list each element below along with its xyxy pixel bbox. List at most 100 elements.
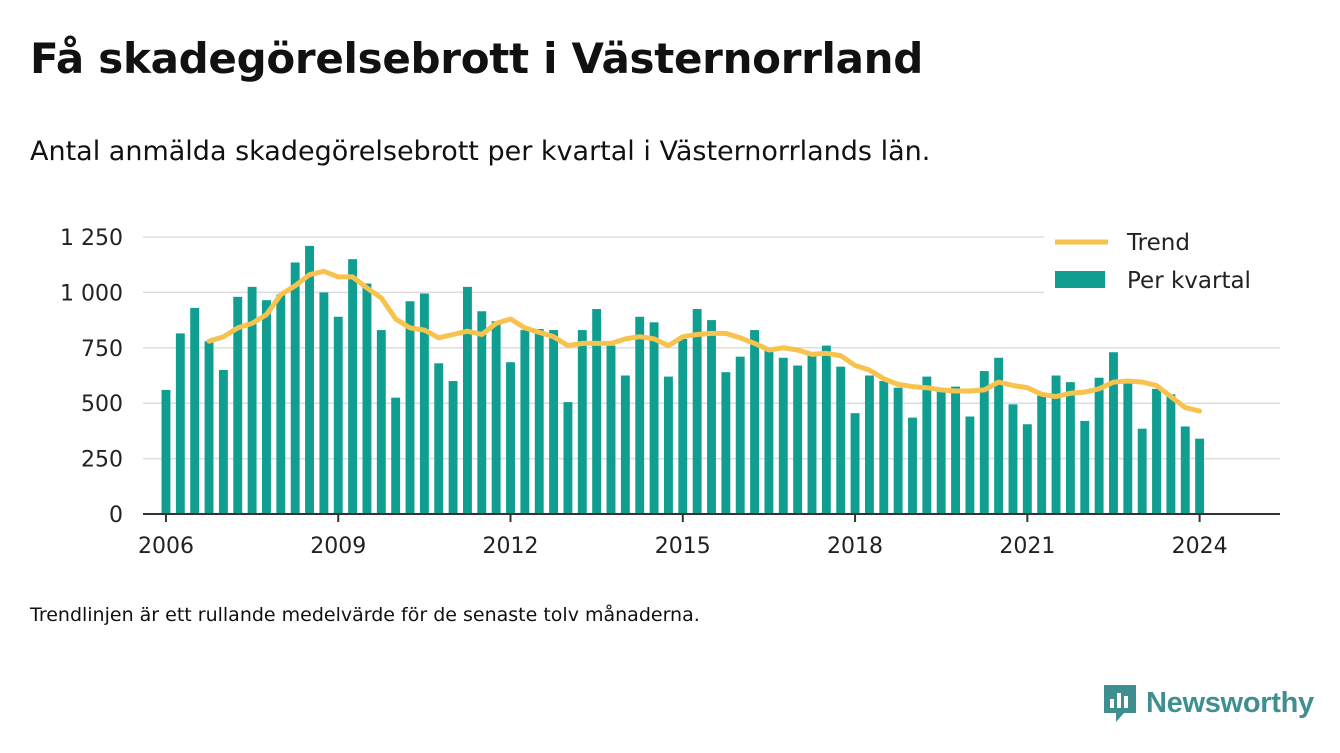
bar: [1166, 394, 1176, 514]
bar: [936, 388, 946, 514]
bar: [864, 375, 874, 514]
bar: [549, 330, 559, 514]
bar: [994, 357, 1004, 514]
bar: [419, 293, 429, 514]
bar: [477, 311, 487, 514]
bar: [405, 301, 415, 514]
bar-series: [161, 245, 1205, 514]
bar: [376, 330, 386, 514]
bar: [362, 283, 372, 514]
bar: [534, 328, 544, 514]
brand-name: Newsworthy: [1146, 686, 1314, 719]
bar: [1037, 395, 1047, 514]
bar: [1137, 428, 1147, 514]
bar: [1094, 377, 1104, 514]
bar: [1195, 438, 1205, 514]
bar: [1065, 382, 1075, 514]
bar: [190, 307, 200, 514]
bar: [391, 397, 401, 514]
bar: [1080, 420, 1090, 514]
bar: [1022, 424, 1032, 514]
chart-subtitle: Antal anmälda skadegörelsebrott per kvar…: [30, 136, 931, 167]
legend-bars-swatch: [1055, 271, 1105, 288]
bar: [979, 371, 989, 514]
trend-line: [206, 268, 1203, 414]
bar: [951, 386, 961, 514]
legend-bars-label: Per kvartal: [1127, 268, 1251, 294]
legend-trend-label: Trend: [1126, 230, 1190, 256]
bar: [520, 330, 530, 514]
bar: [793, 365, 803, 514]
bar: [592, 309, 602, 514]
bar: [577, 330, 587, 514]
chart-footnote: Trendlinjen är ett rullande medelvärde f…: [30, 604, 700, 626]
bar: [247, 286, 257, 514]
bar: [1109, 352, 1118, 514]
bar: [305, 245, 314, 514]
bar: [778, 357, 788, 514]
bar: [319, 292, 329, 514]
bar: [161, 389, 171, 514]
bar: [879, 381, 889, 514]
bar: [204, 341, 214, 514]
y-tick-label: 1 250: [60, 226, 123, 251]
x-tick-label: 2009: [310, 534, 366, 559]
bar: [1152, 388, 1161, 514]
bar: [908, 417, 917, 514]
bar: [678, 338, 688, 514]
bar: [491, 321, 501, 514]
bar: [276, 294, 286, 514]
bar: [434, 363, 444, 514]
y-tick-label: 1 000: [60, 281, 123, 306]
x-tick-label: 2015: [655, 534, 711, 559]
bar: [807, 354, 817, 514]
bar: [1180, 426, 1190, 514]
bar: [506, 362, 515, 514]
x-tick-label: 2021: [999, 534, 1055, 559]
bar: [965, 416, 975, 514]
trend-series: [206, 268, 1203, 414]
chart-title: Få skadegörelsebrott i Västernorrland: [30, 34, 924, 83]
bar: [649, 322, 659, 514]
bar: [348, 259, 358, 514]
bar: [707, 320, 716, 514]
y-tick-label: 250: [81, 448, 123, 473]
bar: [262, 300, 271, 514]
bar: [218, 369, 228, 514]
bar: [635, 316, 645, 514]
bar: [462, 286, 472, 514]
bar: [893, 387, 903, 514]
bar: [850, 413, 860, 514]
x-tick-label: 2006: [138, 534, 194, 559]
bar: [563, 402, 573, 514]
x-tick-label: 2018: [827, 534, 883, 559]
x-tick-label: 2024: [1172, 534, 1228, 559]
x-tick-label: 2012: [483, 534, 539, 559]
bar: [1008, 404, 1018, 514]
y-tick-label: 500: [81, 392, 123, 417]
bar: [233, 296, 243, 514]
bar: [821, 345, 831, 514]
bar: [721, 372, 731, 514]
bar: [735, 356, 745, 514]
bar: [290, 262, 300, 514]
bar: [620, 375, 630, 514]
bar: [692, 309, 702, 514]
bar: [836, 366, 846, 514]
chart-area: 0 250 500 750 1 000 1 250 2006 2009 2012 2015 2018…: [60, 224, 1280, 559]
axes: 0 250 500 750 1 000 1 250 2006 2009 2012 2015 2018…: [60, 226, 1280, 559]
brand-logo: Newsworthy: [1102, 681, 1314, 725]
newsworthy-logo-icon: [1104, 685, 1136, 722]
bar: [333, 316, 343, 514]
legend: Trend Per kvartal: [1044, 224, 1280, 294]
bar: [764, 350, 774, 514]
bar: [448, 381, 458, 514]
bar: [1123, 383, 1133, 514]
bar: [1051, 375, 1061, 514]
y-tick-label: 750: [81, 337, 123, 362]
y-tick-label: 0: [109, 503, 123, 528]
bar: [750, 330, 760, 514]
bar: [175, 333, 185, 514]
bar: [663, 376, 673, 514]
bar: [922, 376, 932, 514]
